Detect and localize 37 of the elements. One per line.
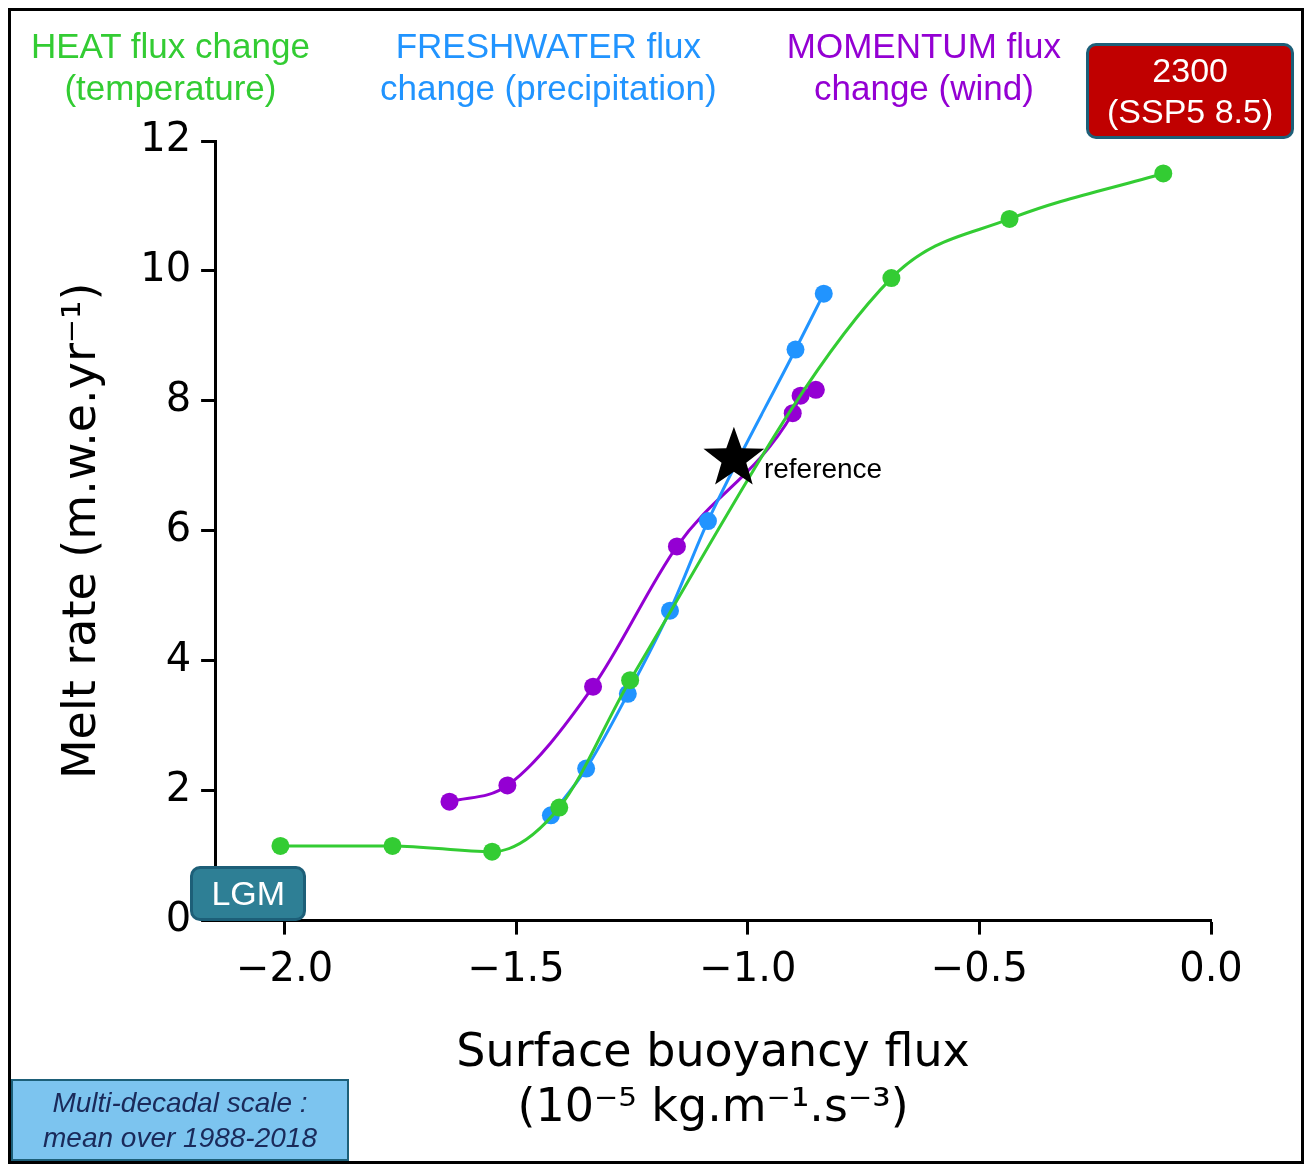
y-tick-label: 0 (165, 893, 192, 940)
x-tick-label: −1.0 (699, 943, 797, 990)
point (383, 836, 402, 855)
annotation: LGM (190, 865, 307, 921)
point (806, 380, 825, 399)
point (882, 269, 901, 288)
y-tick-label: 6 (165, 504, 192, 551)
point (440, 792, 459, 811)
point (584, 677, 603, 696)
x-tick-label: −2.0 (236, 943, 334, 990)
x-tick-label: −0.5 (930, 943, 1028, 990)
point (550, 798, 569, 817)
point (498, 776, 517, 795)
x-tick-label: 0.0 (1179, 943, 1243, 990)
text: MOMENTUM flux change (wind) (786, 25, 1061, 109)
point (271, 836, 290, 855)
point (667, 537, 686, 556)
y-tick-label: 10 (140, 244, 192, 291)
point (1154, 164, 1173, 183)
point (621, 671, 640, 690)
series-label: reference (763, 453, 883, 485)
text: Multi-decadal scale : mean over 1988-2018 (11, 1079, 349, 1161)
point (814, 284, 833, 303)
y-tick-label: 4 (165, 634, 192, 681)
point (483, 842, 502, 861)
y-axis-title: Melt rate (m.w.e.yr⁻¹) (51, 282, 106, 780)
y-tick-label: 2 (165, 764, 192, 811)
x-tick-label: −1.5 (467, 943, 565, 990)
y-tick-label: 12 (140, 114, 192, 161)
point (786, 340, 805, 359)
text: HEAT flux change (temperature) (31, 25, 310, 109)
x-axis-title: Surface buoyancy flux (10⁻⁵ kg.m⁻¹.s⁻³) (456, 1023, 970, 1133)
point (698, 512, 717, 531)
annotation: 2300 (SSP5 8.5) (1086, 43, 1295, 140)
y-tick-label: 8 (165, 374, 192, 421)
text: FRESHWATER flux change (precipitation) (380, 25, 717, 109)
point (1000, 209, 1019, 228)
